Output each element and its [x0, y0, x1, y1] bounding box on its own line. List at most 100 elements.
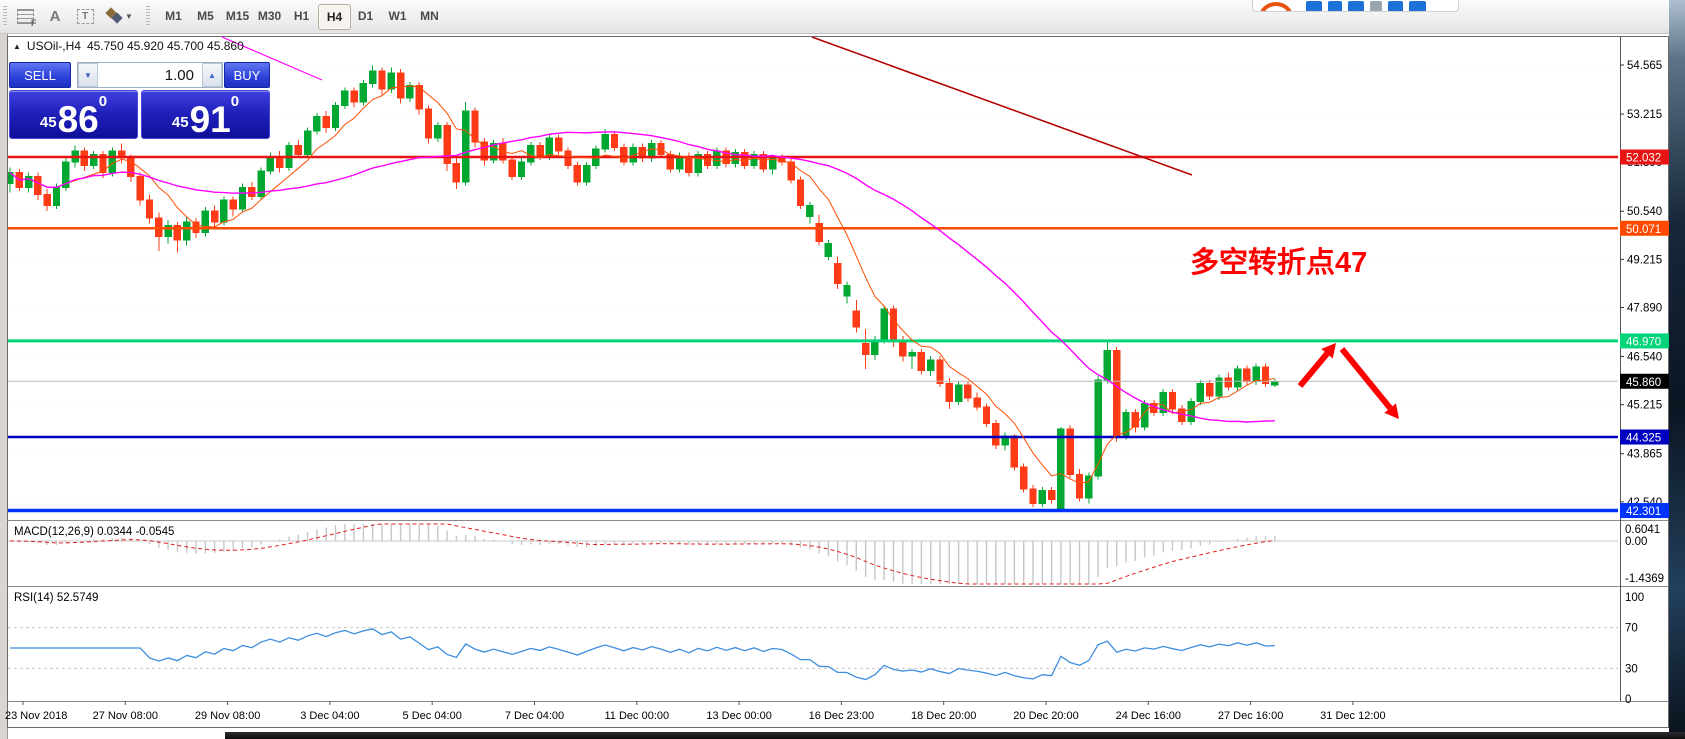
buy-button[interactable]: BUY — [224, 62, 270, 88]
svg-text:0: 0 — [1625, 694, 1631, 706]
price-tag-46.970: 46.970 — [1620, 333, 1669, 349]
ohlc-values: 45.750 45.920 45.700 45.860 — [86, 39, 244, 53]
rsi-label: RSI(14) 52.5749 — [14, 592, 98, 604]
svg-text:43.865: 43.865 — [1627, 449, 1662, 461]
bid-price-panel[interactable]: 45 86 0 — [9, 90, 138, 139]
window-bottom-edge — [225, 732, 1685, 739]
timeframe-button-w1[interactable]: W1 — [388, 9, 407, 23]
timeframe-button-h1[interactable]: H1 — [293, 9, 310, 23]
annotation-text[interactable]: 多空转折点47 — [1190, 245, 1367, 279]
svg-text:45.215: 45.215 — [1627, 400, 1662, 412]
rsi-indicator — [8, 627, 1618, 681]
timeframe-button-h4[interactable]: H4 — [318, 4, 351, 30]
text-box-icon: T — [76, 8, 94, 24]
svg-text:42.301: 42.301 — [1626, 506, 1661, 518]
volume-decrease-button[interactable]: ▼ — [78, 63, 98, 87]
ask-price-panel[interactable]: 45 91 0 — [141, 90, 270, 139]
horizontal-level-lines[interactable] — [8, 155, 1618, 513]
price-tag-44.325: 44.325 — [1620, 429, 1669, 445]
svg-text:54.565: 54.565 — [1627, 60, 1662, 72]
svg-text:0.00: 0.00 — [1625, 536, 1647, 548]
sell-button[interactable]: SELL — [9, 62, 71, 88]
svg-text:13 Dec 00:00: 13 Dec 00:00 — [706, 710, 771, 722]
logo-glyph — [1348, 1, 1364, 11]
bid-superscript: 0 — [98, 93, 108, 110]
svg-text:3 Dec 04:00: 3 Dec 04:00 — [300, 710, 359, 722]
logo-glyph — [1409, 1, 1426, 11]
f-grid-icon: F — [16, 8, 37, 28]
trendline[interactable] — [811, 36, 1193, 176]
svg-text:52.032: 52.032 — [1626, 153, 1661, 165]
chevron-down-icon: ▼ — [125, 11, 133, 21]
svg-text:45.860: 45.860 — [1626, 377, 1661, 389]
svg-text:31 Dec 12:00: 31 Dec 12:00 — [1320, 710, 1385, 722]
svg-text:-1.4369: -1.4369 — [1625, 573, 1664, 585]
bid-prefix: 45 — [39, 114, 57, 131]
timeframe-button-m15[interactable]: M15 — [225, 9, 250, 23]
annotation-arrow[interactable] — [1297, 343, 1336, 388]
price-axis[interactable]: 54.56553.21551.89050.54049.21547.89046.5… — [1620, 60, 1669, 519]
svg-text:49.215: 49.215 — [1627, 254, 1662, 266]
objects-arrows-icon — [105, 7, 123, 24]
timeframe-button-d1[interactable]: D1 — [357, 9, 374, 23]
svg-text:53.215: 53.215 — [1627, 109, 1662, 121]
macd-label: MACD(12,26,9) 0.0344 -0.0545 — [14, 526, 174, 538]
time-axis[interactable]: 23 Nov 2018 27 Nov 08:00 29 Nov 08:00 3 Dec… — [5, 701, 1386, 722]
ask-prefix: 45 — [171, 114, 189, 131]
logo-glyph — [1388, 1, 1403, 11]
volume-input[interactable] — [98, 63, 202, 87]
volume-increase-button[interactable]: ▲ — [202, 63, 222, 87]
label-tool-button[interactable]: A — [42, 4, 68, 28]
svg-text:7 Dec 04:00: 7 Dec 04:00 — [505, 710, 564, 722]
toolbar-grip[interactable] — [146, 6, 150, 27]
price-tag-45.860: 45.860 — [1620, 373, 1669, 389]
window-right-edge — [1669, 0, 1685, 739]
price-tag-42.301: 42.301 — [1620, 503, 1669, 519]
collapse-panel-icon[interactable]: ▲ — [13, 41, 21, 51]
annotation-arrow[interactable] — [1339, 347, 1399, 419]
text-tool-button[interactable]: T — [72, 4, 98, 28]
timeframe-button-mn[interactable]: MN — [420, 9, 439, 23]
one-click-trading-panel: SELL ▼ ▲ BUY 45 86 0 45 91 0 — [9, 62, 270, 139]
svg-text:100: 100 — [1625, 592, 1644, 604]
bid-big-digits: 86 — [57, 98, 99, 140]
timeframe-button-m5[interactable]: M5 — [197, 9, 214, 23]
svg-text:30: 30 — [1625, 663, 1638, 675]
svg-text:16 Dec 23:00: 16 Dec 23:00 — [809, 710, 874, 722]
svg-text:23 Nov 2018: 23 Nov 2018 — [5, 710, 67, 722]
price-tag-50.071: 50.071 — [1620, 220, 1669, 236]
svg-text:0.6041: 0.6041 — [1625, 524, 1660, 536]
svg-text:18 Dec 20:00: 18 Dec 20:00 — [911, 710, 976, 722]
broker-logo — [1252, 0, 1459, 12]
volume-stepper: ▼ ▲ — [77, 62, 223, 88]
svg-text:20 Dec 20:00: 20 Dec 20:00 — [1013, 710, 1078, 722]
symbol-period-label: USOil-,H4 — [26, 39, 81, 53]
trendline[interactable] — [221, 36, 323, 81]
macd-indicator — [8, 523, 1618, 585]
svg-text:50.540: 50.540 — [1627, 206, 1662, 218]
logo-swoosh-icon — [1259, 2, 1293, 11]
chart-shift-button[interactable]: F — [12, 4, 38, 28]
svg-text:29 Nov 08:00: 29 Nov 08:00 — [195, 710, 260, 722]
svg-text:47.890: 47.890 — [1627, 303, 1662, 315]
ask-big-digits: 91 — [189, 98, 231, 140]
svg-text:70: 70 — [1625, 623, 1638, 635]
chart-title: ▲ USOil-,H4 45.750 45.920 45.700 45.860 — [13, 39, 244, 53]
svg-text:27 Nov 08:00: 27 Nov 08:00 — [93, 710, 158, 722]
timeframe-button-m30[interactable]: M30 — [257, 9, 282, 23]
logo-glyph — [1328, 1, 1342, 11]
ask-superscript: 0 — [230, 93, 240, 110]
svg-text:27 Dec 16:00: 27 Dec 16:00 — [1218, 710, 1283, 722]
svg-text:46.540: 46.540 — [1627, 352, 1662, 364]
toolbar-grip[interactable] — [3, 6, 7, 27]
svg-text:46.970: 46.970 — [1626, 336, 1661, 348]
price-tag-52.032: 52.032 — [1620, 149, 1669, 165]
objects-tool-button[interactable]: ▼ — [102, 4, 138, 28]
moving-averages — [9, 85, 1275, 484]
logo-glyph — [1370, 1, 1382, 11]
timeframe-button-m1[interactable]: M1 — [165, 9, 182, 23]
svg-text:50.071: 50.071 — [1626, 224, 1661, 236]
svg-text:44.325: 44.325 — [1626, 433, 1661, 445]
